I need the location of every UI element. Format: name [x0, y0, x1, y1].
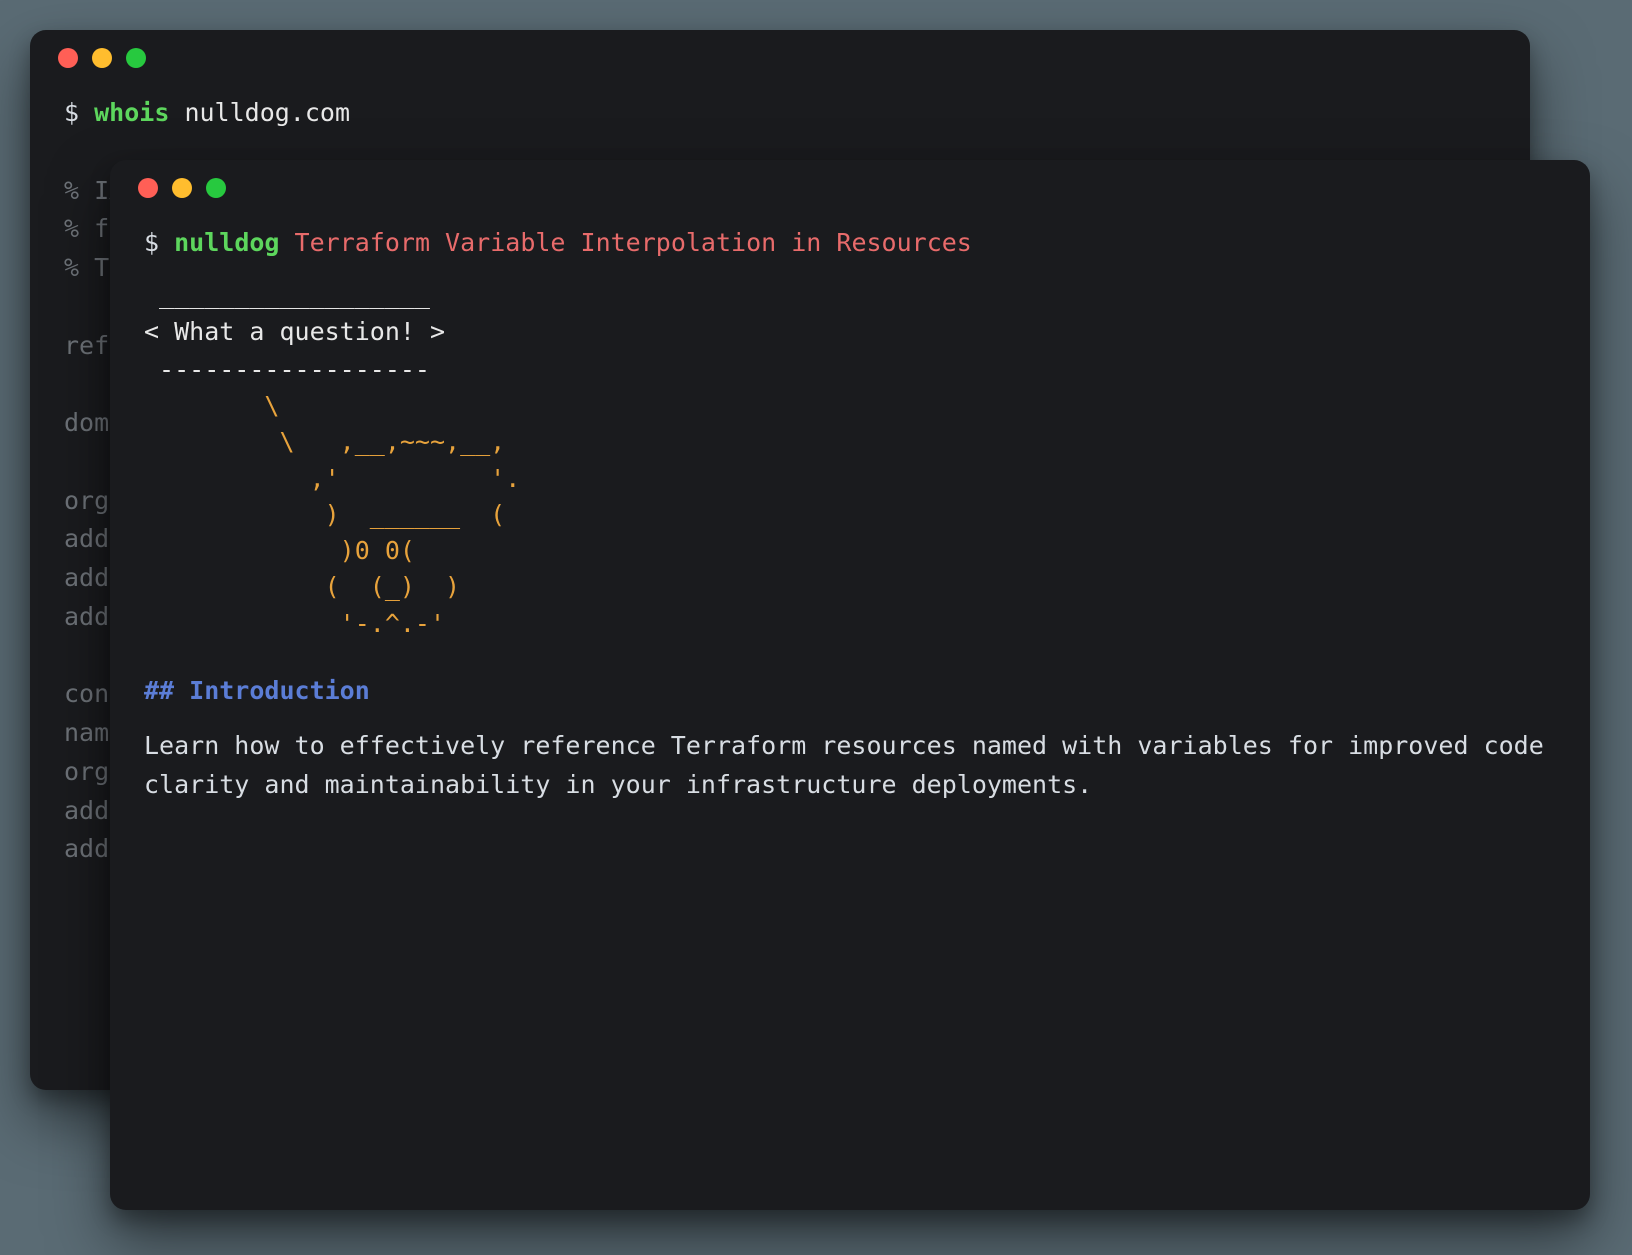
- speech-text: < What a question! >: [144, 317, 445, 346]
- terminal-output-front: $ nulldog Terraform Variable Interpolati…: [110, 216, 1590, 839]
- page-title: Terraform Variable Interpolation in Reso…: [295, 228, 972, 257]
- maximize-icon[interactable]: [126, 48, 146, 68]
- terminal-window-front: $ nulldog Terraform Variable Interpolati…: [110, 160, 1590, 1210]
- close-icon[interactable]: [138, 178, 158, 198]
- prompt-symbol: $: [144, 228, 159, 257]
- titlebar-front: [110, 160, 1590, 216]
- titlebar-back: [30, 30, 1530, 86]
- maximize-icon[interactable]: [206, 178, 226, 198]
- cow-ascii-art: \ \ ,__,~~~,__, ,' '. ) ______ ( )0 0( (…: [144, 388, 1556, 642]
- speech-border-bottom: ------------------: [144, 355, 430, 384]
- prompt-symbol: $: [64, 98, 79, 127]
- section-heading: ## Introduction: [144, 672, 1556, 710]
- command-name: nulldog: [174, 228, 279, 257]
- minimize-icon[interactable]: [92, 48, 112, 68]
- minimize-icon[interactable]: [172, 178, 192, 198]
- command-arg: nulldog.com: [184, 98, 350, 127]
- speech-border-top: __________________: [144, 280, 430, 309]
- intro-paragraph: Learn how to effectively reference Terra…: [144, 727, 1556, 805]
- close-icon[interactable]: [58, 48, 78, 68]
- prompt-line: $ nulldog Terraform Variable Interpolati…: [144, 224, 1556, 262]
- speech-bubble: __________________ < What a question! > …: [144, 276, 1556, 389]
- command-name: whois: [94, 98, 169, 127]
